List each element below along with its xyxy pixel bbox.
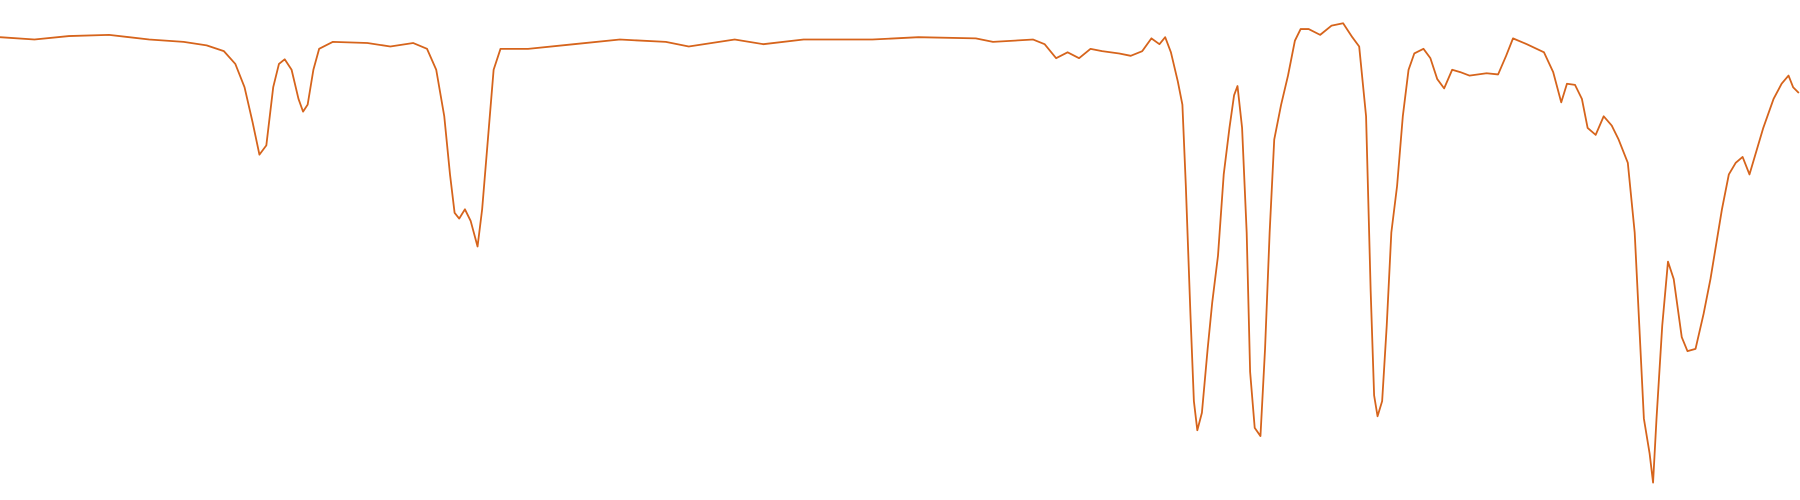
spectrum-line [0,22,1800,484]
